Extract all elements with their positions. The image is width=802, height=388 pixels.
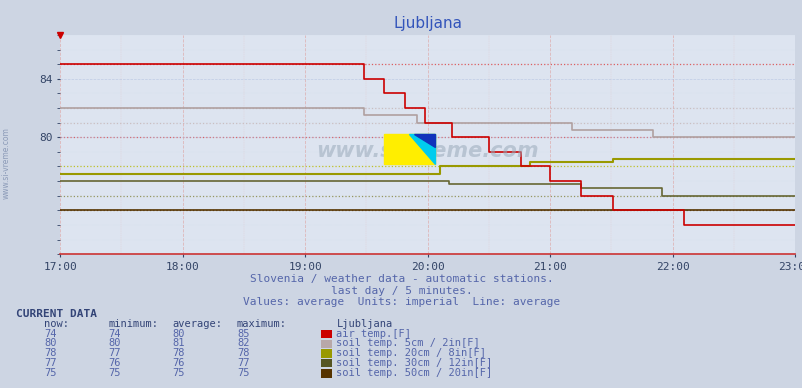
- Text: 76: 76: [172, 358, 185, 368]
- Polygon shape: [414, 133, 435, 147]
- Text: 78: 78: [44, 348, 57, 358]
- Text: 82: 82: [237, 338, 249, 348]
- Bar: [383, 133, 435, 164]
- Text: soil temp. 50cm / 20in[F]: soil temp. 50cm / 20in[F]: [335, 368, 492, 378]
- Polygon shape: [409, 133, 435, 164]
- Text: Ljubljana: Ljubljana: [337, 319, 393, 329]
- Text: 74: 74: [108, 329, 121, 339]
- Text: now:: now:: [44, 319, 69, 329]
- Text: soil temp. 20cm / 8in[F]: soil temp. 20cm / 8in[F]: [335, 348, 485, 358]
- Text: 85: 85: [237, 329, 249, 339]
- Text: 77: 77: [108, 348, 121, 358]
- Text: soil temp. 30cm / 12in[F]: soil temp. 30cm / 12in[F]: [335, 358, 492, 368]
- Text: soil temp. 5cm / 2in[F]: soil temp. 5cm / 2in[F]: [335, 338, 479, 348]
- Text: 75: 75: [108, 368, 121, 378]
- Text: air temp.[F]: air temp.[F]: [335, 329, 410, 339]
- Text: 77: 77: [237, 358, 249, 368]
- Text: CURRENT DATA: CURRENT DATA: [16, 309, 97, 319]
- Text: 81: 81: [172, 338, 185, 348]
- Text: 75: 75: [237, 368, 249, 378]
- Text: 74: 74: [44, 329, 57, 339]
- Text: last day / 5 minutes.: last day / 5 minutes.: [330, 286, 472, 296]
- Text: 76: 76: [108, 358, 121, 368]
- Title: Ljubljana: Ljubljana: [393, 16, 461, 31]
- Text: 80: 80: [108, 338, 121, 348]
- Text: maximum:: maximum:: [237, 319, 286, 329]
- Text: www.si-vreme.com: www.si-vreme.com: [2, 127, 11, 199]
- Text: 75: 75: [44, 368, 57, 378]
- Text: 78: 78: [172, 348, 185, 358]
- Text: www.si-vreme.com: www.si-vreme.com: [316, 141, 538, 161]
- Text: Slovenia / weather data - automatic stations.: Slovenia / weather data - automatic stat…: [249, 274, 553, 284]
- Text: 78: 78: [237, 348, 249, 358]
- Text: Values: average  Units: imperial  Line: average: Values: average Units: imperial Line: av…: [242, 297, 560, 307]
- Text: 75: 75: [172, 368, 185, 378]
- Text: minimum:: minimum:: [108, 319, 158, 329]
- Text: 80: 80: [172, 329, 185, 339]
- Text: 80: 80: [44, 338, 57, 348]
- Text: average:: average:: [172, 319, 222, 329]
- Text: 77: 77: [44, 358, 57, 368]
